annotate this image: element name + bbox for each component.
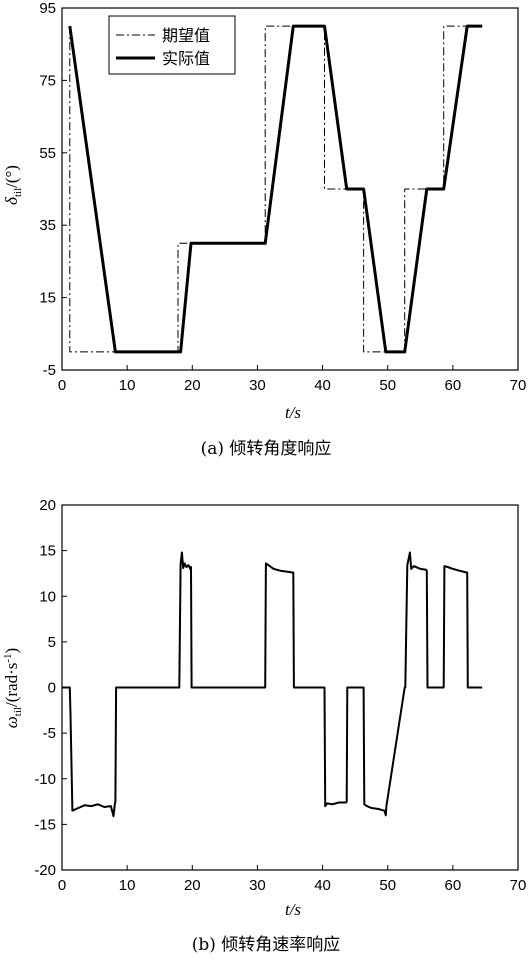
y-tick-label: 15 xyxy=(39,290,56,307)
x-tick-label: 30 xyxy=(249,377,266,394)
y-tick-label: -20 xyxy=(34,862,56,879)
series-line-b-0 xyxy=(62,551,483,818)
y-tick-label: -5 xyxy=(43,362,56,379)
x-tick-label: 20 xyxy=(184,377,201,394)
series-group-b xyxy=(62,551,483,818)
x-tick-label: 40 xyxy=(314,877,331,894)
x-tick-label: 20 xyxy=(184,877,201,894)
series-line-a-1 xyxy=(68,24,483,354)
x-tick-label: 50 xyxy=(379,377,396,394)
caption-b: (b) 倾转角速率响应 xyxy=(192,935,341,955)
x-axis-label-a: t/s xyxy=(285,403,301,422)
y-tick-label: 55 xyxy=(39,145,56,162)
legend-label-expected: 期望值 xyxy=(162,26,210,45)
y-tick-label: 95 xyxy=(39,0,56,17)
caption-a: (a) 倾转角度响应 xyxy=(201,439,332,459)
legend-label-actual: 实际值 xyxy=(162,49,210,68)
x-tick-label: 70 xyxy=(510,377,527,394)
y-tick-label: 20 xyxy=(39,497,56,514)
legend: 期望值 实际值 xyxy=(108,15,236,75)
x-tick-label: 30 xyxy=(249,877,266,894)
series-group-a xyxy=(68,24,483,354)
x-tick-label: 0 xyxy=(58,877,66,894)
plot-frame-a xyxy=(61,7,519,371)
x-tick-label: 0 xyxy=(58,377,66,394)
series-line-a-0 xyxy=(69,25,483,353)
y-tick-label: 0 xyxy=(48,680,56,697)
x-tick-label: 60 xyxy=(445,877,462,894)
y-tick-label: 75 xyxy=(39,72,56,89)
y-axis-label-a: δtil/(°) xyxy=(2,165,24,205)
y-axis-label-b: ωtil/(rad·s-1) xyxy=(2,648,24,728)
x-tick-label: 10 xyxy=(119,877,136,894)
y-tick-label: 5 xyxy=(48,634,56,651)
x-tick-label: 10 xyxy=(119,377,136,394)
x-tick-label: 70 xyxy=(510,877,527,894)
chart-tilt-rate: 0 10 20 30 40 50 60 70 -20 -15 -10 -5 0 5 10 15 20 t/s ω… xyxy=(2,497,526,955)
y-tick-label: -10 xyxy=(34,771,56,788)
y-tick-label: -5 xyxy=(43,725,56,742)
y-tick-label: 10 xyxy=(39,588,56,605)
legend-box xyxy=(108,15,236,75)
x-axis-label-b: t/s xyxy=(285,900,301,919)
x-tick-label: 60 xyxy=(445,377,462,394)
x-tick-label: 40 xyxy=(314,377,331,394)
y-tick-label: 15 xyxy=(39,543,56,560)
axis-ticks-b: 0 10 20 30 40 50 60 70 -20 -15 -10 -5 0 5 10 15 20 xyxy=(34,497,526,894)
axis-ticks-a: 0 10 20 30 40 50 60 70 -5 15 35 55 75 95 xyxy=(39,0,526,394)
y-tick-label: 35 xyxy=(39,217,56,234)
y-tick-label: -15 xyxy=(34,816,56,833)
x-tick-label: 50 xyxy=(379,877,396,894)
